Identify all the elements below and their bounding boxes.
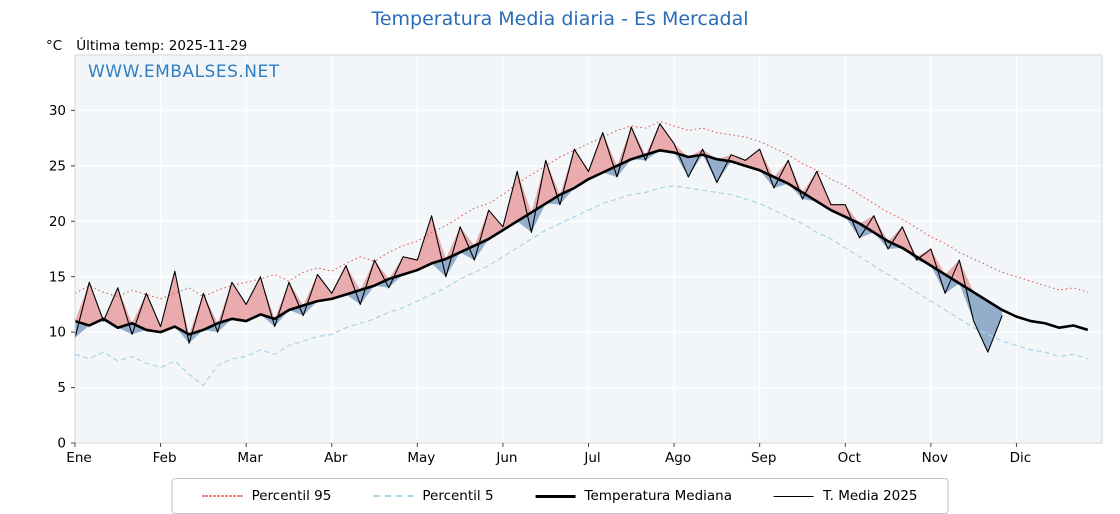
y-tick-label: 20 <box>49 214 66 230</box>
legend-item: Percentil 95 <box>202 488 332 504</box>
x-tick-label: Ene <box>66 450 91 466</box>
legend-item: T. Media 2025 <box>774 488 917 504</box>
fill-above-median <box>75 123 1003 335</box>
unit-label: °C <box>46 38 63 54</box>
chart-page: 0 5 10 15 20 25 30 Ene Feb Mar Abr May Jun Jul Ago Sep O… <box>46 8 1103 514</box>
y-tick-label: 25 <box>49 158 66 174</box>
legend-item: Percentil 5 <box>373 488 494 504</box>
last-temp-label: Última temp: 2025-11-29 <box>76 38 248 54</box>
x-tick-label: Ago <box>665 450 691 466</box>
line-percentil-5 <box>74 185 1088 386</box>
x-tick-label: May <box>407 450 435 466</box>
legend-line-sample <box>373 495 414 497</box>
y-tick-label: 15 <box>49 269 66 285</box>
x-tick-label: Dic <box>1010 450 1032 466</box>
y-tick-label: 5 <box>57 380 66 396</box>
x-tick-label: Abr <box>324 450 348 466</box>
watermark: WWW.EMBALSES.NET <box>88 62 280 82</box>
x-tick-label: Feb <box>153 450 177 466</box>
chart-canvas: 0 5 10 15 20 25 30 Ene Feb Mar Abr May Jun Jul Ago Sep O… <box>49 54 1103 466</box>
legend-line-sample <box>774 495 814 497</box>
y-tick-label: 30 <box>49 103 66 119</box>
legend-item: Temperatura Mediana <box>535 488 732 504</box>
x-tick-label: Jul <box>583 450 600 466</box>
x-tick-label: Oct <box>838 450 861 466</box>
y-tick-label: 0 <box>57 436 66 452</box>
x-tick-label: Mar <box>237 450 263 466</box>
page-title: Temperatura Media diaria - Es Mercadal <box>371 8 749 30</box>
x-tick-label: Nov <box>922 450 948 466</box>
axis-header: °C Última temp: 2025-11-29 <box>46 38 247 54</box>
line-t-media-2025 <box>74 123 1003 353</box>
legend: Percentil 95 Percentil 5 Temperatura Media… <box>171 478 949 514</box>
legend-label: Percentil 95 <box>251 488 332 504</box>
legend-line-sample <box>202 495 243 497</box>
legend-label: Temperatura Mediana <box>584 488 732 504</box>
x-tick-label: Jun <box>495 450 517 466</box>
x-tick-label: Sep <box>751 450 776 466</box>
legend-line-sample <box>535 494 576 498</box>
legend-label: T. Media 2025 <box>823 488 918 504</box>
y-tick-label: 10 <box>49 325 66 341</box>
legend-label: Percentil 5 <box>422 488 494 504</box>
